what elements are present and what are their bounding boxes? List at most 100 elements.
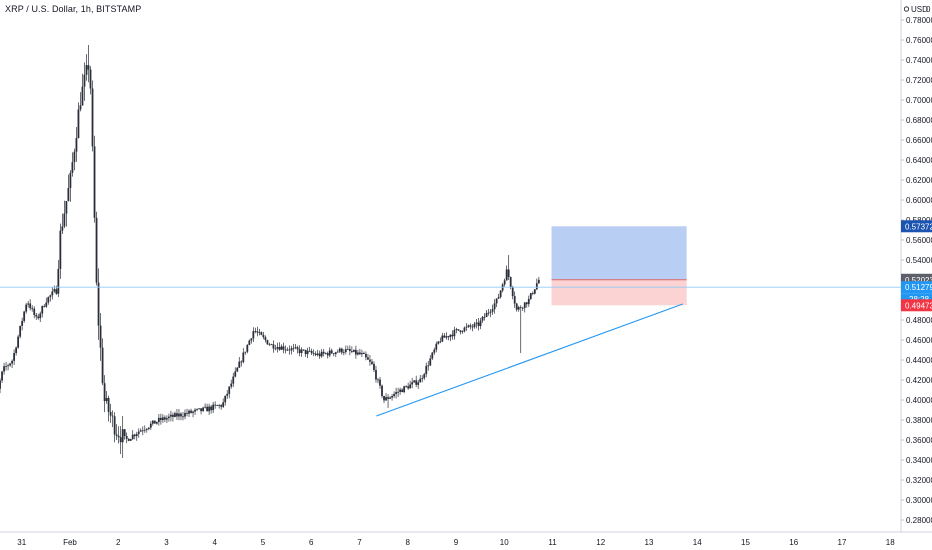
candle-body [485, 312, 488, 318]
candle-body [425, 365, 428, 375]
candle-body [33, 308, 36, 315]
candle-body [521, 307, 524, 309]
time-tick-label: 17 [838, 538, 847, 547]
candle-body [29, 303, 32, 309]
candle-body [1, 371, 3, 381]
candle-body [200, 408, 202, 412]
loss-zone[interactable] [551, 279, 687, 306]
candle-body [447, 336, 450, 338]
target-price-tag-bg [901, 220, 932, 233]
candle-body [242, 352, 245, 363]
candle-body [93, 146, 96, 218]
trendline[interactable] [376, 303, 683, 417]
candle-body [238, 361, 241, 368]
candle-body [17, 336, 20, 348]
time-tick-label: 9 [454, 538, 459, 547]
long-position-tool[interactable] [551, 226, 687, 306]
candle-body [77, 109, 80, 139]
time-tick-label: 5 [261, 538, 266, 547]
candle-body [272, 344, 275, 349]
candle-body [190, 410, 192, 413]
candle-body [310, 350, 313, 354]
candle-body [399, 389, 402, 392]
candle-body [192, 411, 194, 413]
current-price-tag-bg [901, 281, 932, 294]
time-tick-label: 10 [500, 538, 509, 547]
candle-body [196, 408, 198, 410]
candle-body [463, 327, 466, 332]
candle-body [250, 338, 253, 341]
candle-body [51, 291, 54, 296]
candle-body [395, 392, 397, 395]
candle-body [31, 308, 34, 310]
candle-body [473, 323, 476, 328]
candle-body [186, 412, 188, 414]
candle-body [451, 334, 454, 337]
candle-body [391, 396, 393, 398]
candle-body [308, 350, 311, 352]
candle-body [403, 386, 406, 393]
time-tick-label: 15 [741, 538, 750, 547]
candle-body [23, 311, 26, 321]
candle-body [244, 351, 247, 353]
candle-body [119, 437, 122, 443]
candle-body [449, 334, 452, 338]
candle-body [258, 332, 261, 334]
trendline-drawing[interactable] [376, 303, 683, 417]
candle-body [111, 415, 114, 417]
time-axis-panel[interactable] [0, 532, 932, 550]
time-tick-label: 2 [116, 538, 121, 547]
currency-selector[interactable]: USD 0 [903, 5, 931, 14]
candle-body [439, 341, 442, 343]
candle-body [25, 304, 28, 312]
candle-body [467, 325, 470, 327]
currency-radio-icon[interactable] [903, 6, 910, 12]
candle-body [326, 353, 329, 356]
candle-body [365, 353, 367, 358]
candle-body [151, 420, 154, 424]
price-axis-panel[interactable] [901, 0, 932, 532]
candle-body [527, 298, 530, 305]
candle-body [270, 344, 273, 346]
candle-body [471, 326, 474, 328]
time-tick-label: 14 [693, 538, 702, 547]
candle-body [71, 162, 74, 173]
candle-body [533, 289, 536, 294]
candle-body [369, 359, 371, 362]
candle-body [356, 352, 359, 355]
currency-label: USD [911, 5, 928, 14]
candle-body [27, 303, 30, 305]
candle-body [352, 349, 355, 352]
candle-body [15, 347, 18, 353]
candle-body [312, 353, 315, 354]
candle-body [204, 406, 206, 408]
candle-body [0, 380, 1, 389]
candle-body [163, 417, 166, 420]
candle-body [115, 434, 118, 436]
candle-body [81, 86, 84, 106]
currency-suffix: 0 [926, 5, 931, 14]
profit-zone[interactable] [551, 226, 687, 280]
candle-body [256, 331, 259, 333]
stop-price-tag-bg [901, 299, 932, 312]
candle-body [453, 329, 456, 337]
candle-body [338, 348, 341, 352]
candle-body [149, 423, 152, 428]
candle-body [224, 395, 227, 403]
candle-body [85, 65, 88, 75]
candle-body [497, 297, 500, 299]
candle-body [411, 382, 414, 385]
candle-body [475, 322, 478, 324]
candle-body [344, 349, 347, 353]
candle-body [103, 383, 106, 402]
last-price-tag: 0.52023 [905, 276, 932, 285]
